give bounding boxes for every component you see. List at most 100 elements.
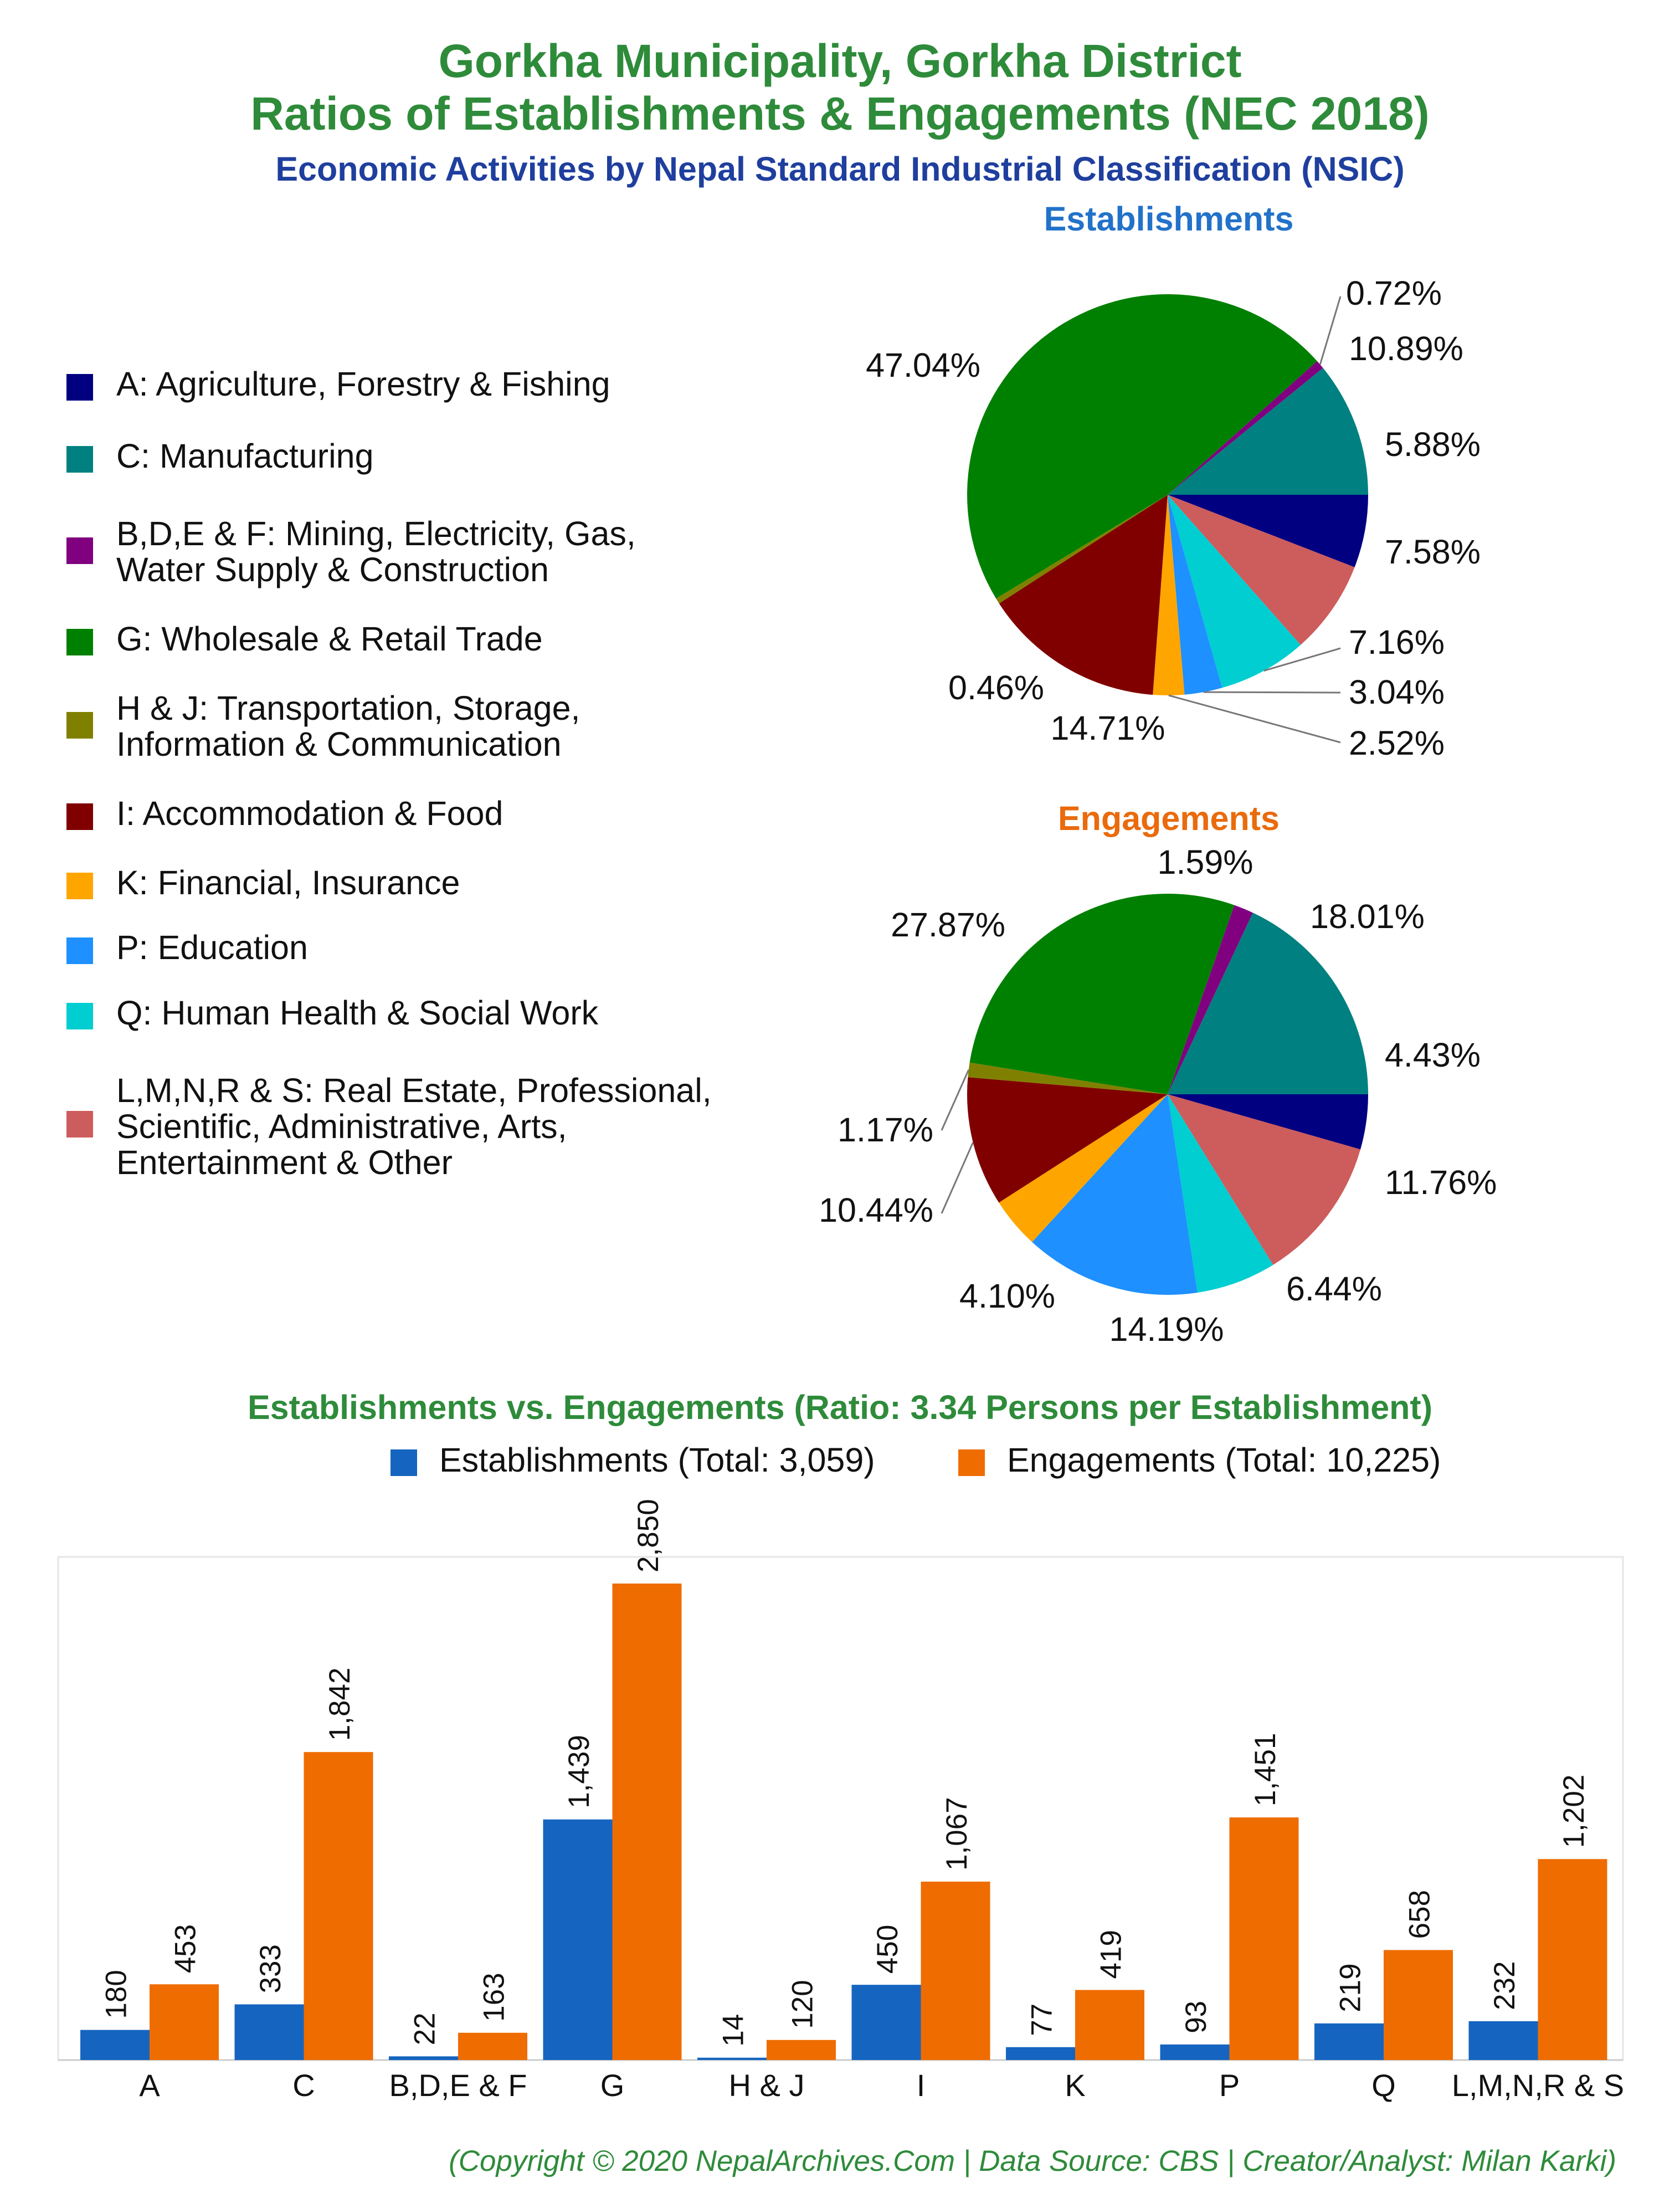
est-label-q: 7.16%: [1349, 623, 1445, 661]
bar-label-establishments-k: 77: [1026, 2004, 1059, 2036]
bar-label-establishments-a: 180: [100, 1970, 133, 2018]
bar-establishments-p: [1160, 2044, 1230, 2060]
est-slice-p: [1168, 495, 1222, 695]
bar-category-label-p: P: [1219, 2068, 1240, 2103]
bar-engagements-k: [1075, 1990, 1144, 2060]
bar-label-establishments-p: 93: [1180, 2001, 1213, 2033]
bar-label-engagements-h-j: 120: [787, 1980, 819, 2028]
bar-label-establishments-c: 333: [254, 1944, 287, 1993]
bar-category-label-k: K: [1065, 2068, 1085, 2103]
bar-category-label-a: A: [139, 2068, 160, 2103]
legend-swatch-g: [66, 629, 93, 655]
bar-chart-title: Establishments vs. Engagements (Ratio: 3…: [247, 1388, 1433, 1426]
copyright-footer: (Copyright © 2020 NepalArchives.Com | Da…: [0, 2142, 1680, 2181]
bar-legend-label-engagements: Engagements (Total: 10,225): [1007, 1441, 1441, 1479]
bar-establishments-h-j: [697, 2057, 767, 2060]
bar-category-label-i: I: [917, 2068, 926, 2103]
bar-establishments-k: [1006, 2047, 1075, 2060]
legend-label-lmnrs-line3: Entertainment & Other: [116, 1144, 453, 1181]
eng-slice-i: [967, 1077, 1168, 1203]
legend-swatch-a: [66, 374, 93, 401]
bar-category-label-h-j: H & J: [729, 2068, 805, 2103]
legend-label-g: G: Wholesale & Retail Trade: [116, 620, 543, 658]
bar-legend-swatch-establishments: [391, 1449, 417, 1476]
est-label-k: 2.52%: [1349, 724, 1445, 762]
est-slice-i: [999, 495, 1168, 695]
eng-slice-b-d-e-f: [1168, 905, 1253, 1094]
bar-label-engagements-i: 1,067: [941, 1797, 973, 1871]
legend-label-bdef-line2: Water Supply & Construction: [116, 551, 549, 588]
eng-leader-h-j: [941, 1069, 970, 1131]
est-label-b-d-e-f: 0.72%: [1346, 274, 1442, 312]
chart-title-line2: Ratios of Establishments & Engagements (…: [250, 88, 1430, 140]
legend-swatch-i: [66, 803, 93, 830]
eng-leader-i: [941, 1142, 974, 1214]
bar-engagements-g: [612, 1584, 682, 2060]
legend-label-c: C: Manufacturing: [116, 437, 374, 475]
eng-label-a: 4.43%: [1385, 1036, 1481, 1074]
bar-label-engagements-k: 419: [1095, 1930, 1128, 1979]
bar-legend-establishments: Establishments (Total: 3,059): [391, 1441, 875, 1479]
bar-label-establishments-g: 1,439: [563, 1735, 595, 1808]
bar-establishments-l-m-n-r-s: [1468, 2021, 1538, 2060]
bar-establishments-g: [543, 1819, 613, 2060]
est-slice-g: [967, 294, 1317, 599]
chart-title-line1: Gorkha Municipality, Gorkha District: [438, 35, 1242, 87]
eng-slice-a: [1168, 1094, 1368, 1150]
eng-label-g: 27.87%: [891, 906, 1005, 944]
bar-category-label-q: Q: [1371, 2068, 1396, 2103]
est-slice-c: [1168, 368, 1368, 495]
bar-label-establishments-i: 450: [871, 1925, 904, 1974]
legend-label-p: P: Education: [116, 929, 308, 966]
est-label-c: 10.89%: [1349, 330, 1463, 367]
chart-subtitle: Economic Activities by Nepal Standard In…: [275, 150, 1405, 188]
est-label-h-j: 0.46%: [948, 669, 1044, 706]
est-leader-p: [1203, 691, 1341, 694]
eng-label-h-j: 1.17%: [838, 1111, 933, 1149]
legend-swatch-k: [66, 873, 93, 899]
bar-label-engagements-q: 658: [1404, 1890, 1436, 1939]
legend-label-hj-line2: Information & Communication: [116, 725, 562, 763]
legend-label-i: I: Accommodation & Food: [116, 795, 504, 832]
est-slice-b-d-e-f: [1168, 361, 1323, 495]
eng-slice-g: [969, 894, 1235, 1094]
bar-label-establishments-h-j: 14: [717, 2014, 750, 2047]
eng-slice-c: [1168, 913, 1368, 1094]
eng-label-c: 18.01%: [1310, 898, 1425, 935]
bar-legend-engagements: Engagements (Total: 10,225): [958, 1441, 1441, 1479]
bar-engagements-a: [150, 1984, 219, 2060]
legend-label-lmnrs-line1: L,M,N,R & S: Real Estate, Professional,: [116, 1072, 712, 1109]
legend-label-q: Q: Human Health & Social Work: [116, 994, 599, 1032]
legend-label-lmnrs-line2: Scientific, Administrative, Arts,: [116, 1108, 567, 1145]
legend-swatch-c: [66, 446, 93, 473]
bar-label-engagements-c: 1,842: [323, 1668, 356, 1741]
est-slice-k: [1153, 495, 1185, 695]
eng-slice-h-j: [968, 1062, 1168, 1094]
eng-slice-l-m-n-r-s: [1168, 1094, 1361, 1265]
eng-label-k: 4.10%: [959, 1277, 1055, 1315]
legend-swatch-bdef: [66, 537, 93, 564]
establishments-pie-title: Establishments: [1044, 200, 1294, 238]
est-slice-a: [1168, 495, 1368, 567]
bar-engagements-l-m-n-r-s: [1538, 1859, 1607, 2060]
bar-legend-label-establishments: Establishments (Total: 3,059): [439, 1441, 875, 1479]
legend-swatch-hj: [66, 712, 93, 739]
legend-label-hj-line1: H & J: Transportation, Storage,: [116, 689, 580, 727]
eng-label-i: 10.44%: [819, 1191, 933, 1229]
legend-swatch-lmnrs: [66, 1111, 93, 1138]
eng-label-b-d-e-f: 1.59%: [1158, 843, 1253, 881]
est-label-g: 47.04%: [866, 346, 980, 384]
legend-swatch-q: [66, 1003, 93, 1029]
bar-label-engagements-p: 1,451: [1249, 1733, 1282, 1807]
bar-establishments-q: [1314, 2023, 1384, 2060]
bar-category-label-g: G: [600, 2068, 625, 2103]
bar-engagements-h-j: [767, 2040, 836, 2060]
bar-label-engagements-g: 2,850: [632, 1499, 665, 1572]
bar-engagements-i: [921, 1882, 990, 2060]
eng-label-p: 14.19%: [1109, 1310, 1224, 1348]
legend-label-bdef-line1: B,D,E & F: Mining, Electricity, Gas,: [116, 515, 636, 552]
bar-category-label-b-d-e-f: B,D,E & F: [389, 2068, 527, 2103]
est-slice-h-j: [996, 495, 1168, 604]
